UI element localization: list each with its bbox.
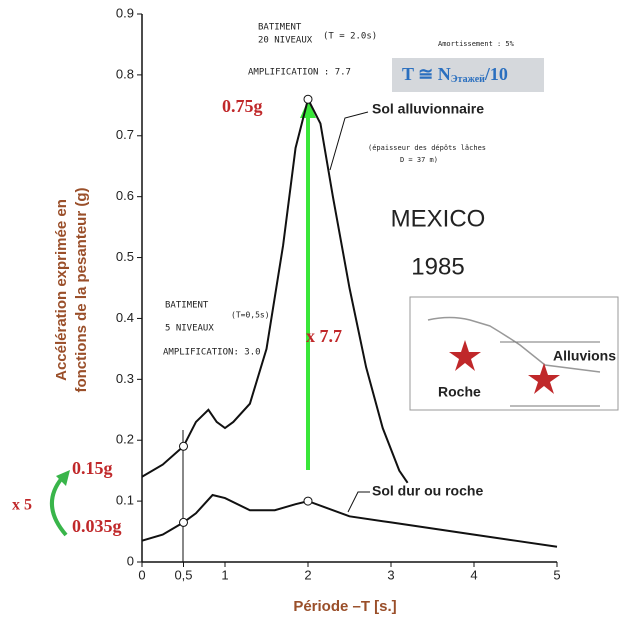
y-tick-label: 0.5 (116, 249, 134, 264)
y-tick-label: 0.1 (116, 493, 134, 508)
inset (409, 296, 619, 411)
leader (347, 491, 370, 513)
annotation: x 5 (12, 497, 32, 514)
annotation: BATIMENT (165, 301, 209, 311)
leader (329, 111, 369, 171)
annotation: (épaisseur des dépôts lâches (368, 144, 486, 152)
y-tick-label: 0.3 (116, 371, 134, 386)
annotation: (T = 2.0s) (323, 32, 377, 42)
annotation: 0.035g (72, 516, 122, 536)
x-label: Période –T [s.] (293, 598, 396, 615)
y-tick-label: 0.2 (116, 432, 134, 447)
x-tick-label: 5 (553, 567, 560, 582)
point-marker (303, 94, 313, 104)
annotation: AMPLIFICATION : 7.7 (248, 68, 351, 78)
annotation: MEXICO (391, 205, 486, 232)
annotation: (T=0,5s) (231, 311, 270, 320)
annotation: BATIMENT (258, 23, 302, 33)
x-tick-label: 0 (138, 567, 145, 582)
point-marker (179, 441, 188, 451)
annotation: 5 NIVEAUX (165, 324, 214, 334)
y-tick-label: 0.7 (116, 127, 134, 142)
formula-box (392, 58, 544, 92)
annotation: AMPLIFICATION: 3.0 (163, 348, 261, 358)
annotation: 0.15g (72, 458, 113, 478)
inset-label: Alluvions (553, 348, 616, 364)
y-label: Accélération exprimée en (53, 199, 70, 381)
star (449, 340, 481, 371)
inset-label: Roche (438, 384, 481, 400)
series-line (141, 493, 558, 548)
annotation: 20 NIVEAUX (258, 36, 313, 46)
arrow-head (56, 470, 70, 486)
x-tick-label: 4 (470, 567, 477, 582)
annotation: 1985 (411, 253, 464, 280)
x-tick-label: 3 (387, 567, 394, 582)
series-label: Sol alluvionnaire (372, 101, 484, 117)
annotation: D = 37 m) (400, 156, 438, 164)
x-tick-label: 1 (221, 567, 228, 582)
point-marker (303, 496, 313, 506)
formula-part: /10 (484, 64, 508, 84)
star (528, 363, 560, 394)
inset-profile (427, 316, 601, 373)
y-tick-label: 0.4 (116, 310, 134, 325)
series-label: Sol dur ou roche (372, 483, 483, 499)
point-marker (179, 517, 188, 527)
y-label: fonctions de la pesanteur (g) (73, 187, 90, 392)
ratio-arrow (49, 476, 68, 537)
x-tick-label: 2 (304, 567, 311, 582)
x-tick-label: 0,5 (174, 567, 192, 582)
formula-subscript: Этажей (451, 74, 485, 85)
annotation: Amortissement : 5% (438, 40, 515, 48)
y-tick-label: 0.8 (116, 66, 134, 81)
y-tick-label: 0 (127, 553, 134, 568)
y-tick-label: 0.9 (116, 5, 134, 20)
annotation: 0.75g (222, 96, 263, 116)
annotation: x 7.7 (306, 326, 342, 346)
formula-part: T ≅ N (402, 64, 451, 84)
series-line (141, 96, 409, 484)
y-tick-label: 0.6 (116, 188, 134, 203)
formula: T ≅ NЭтажей/10 (402, 64, 508, 85)
